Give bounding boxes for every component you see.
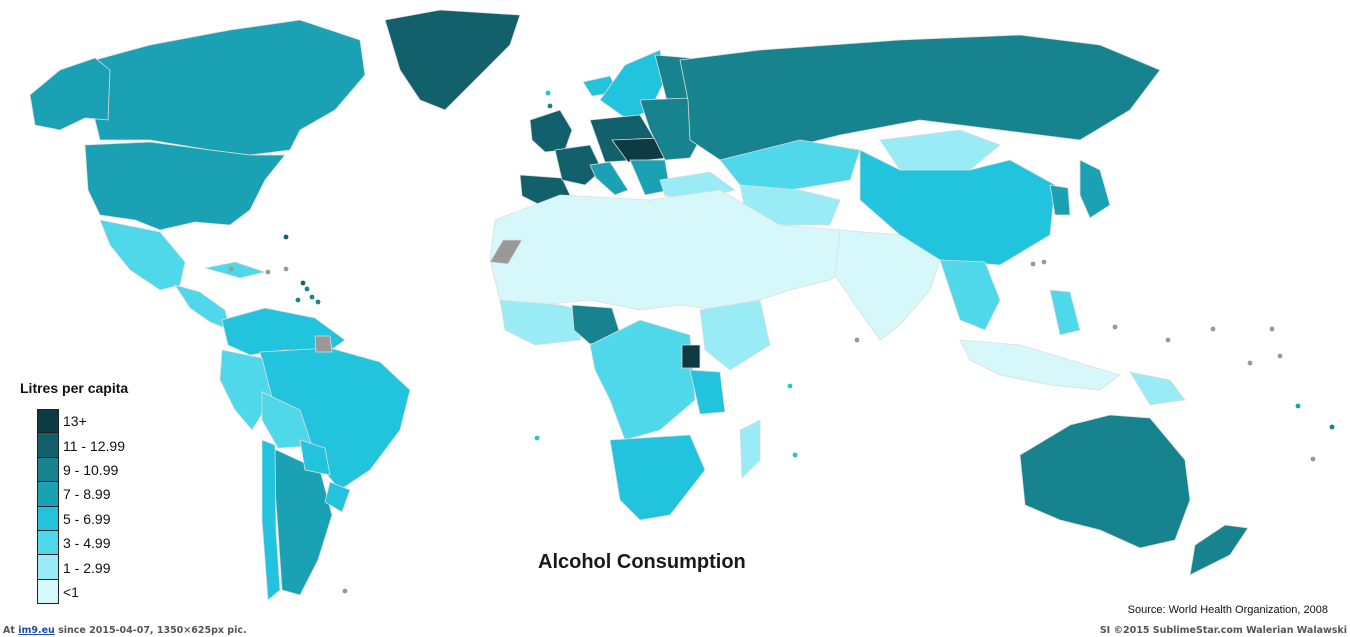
region-bolivia: [261, 391, 313, 449]
legend-label: 13+: [63, 413, 87, 430]
region-peru: [219, 349, 273, 431]
region-uk-ireland: [529, 109, 573, 153]
region-australia: [1019, 414, 1191, 549]
region-east-africa: [699, 299, 771, 371]
legend-label: 3 - 4.99: [63, 535, 111, 552]
region-mongolia: [879, 129, 1001, 171]
legend-item: 9 - 10.99: [37, 457, 125, 483]
map-title: Alcohol Consumption: [538, 551, 746, 573]
region-french-guiana: [314, 335, 333, 353]
island-marker: [534, 435, 540, 441]
legend-label: <1: [63, 583, 79, 600]
legend-item: 11 - 12.99: [37, 433, 126, 458]
source-note: Source: World Health Organization, 2008: [1127, 604, 1328, 616]
region-central-africa: [589, 319, 696, 441]
legend-item: 3 - 4.99: [37, 530, 125, 556]
page-footer: At im9.eu since 2015-04-07, 1350×625px p…: [0, 625, 1350, 637]
legend-label: 1 - 2.99: [63, 559, 111, 576]
region-philippines: [1049, 289, 1081, 336]
island-marker: [309, 294, 315, 300]
legend-item: 13+: [37, 409, 125, 434]
region-new-zealand: [1189, 524, 1249, 576]
island-marker: [342, 588, 348, 594]
island-marker: [545, 90, 551, 96]
legend-swatch: [37, 482, 59, 507]
legend-swatch: [37, 555, 59, 580]
island-marker: [295, 297, 301, 303]
region-southeast-asia: [939, 259, 1001, 331]
island-marker: [1030, 261, 1036, 267]
island-marker: [1247, 360, 1253, 366]
region-cuba: [204, 261, 267, 279]
legend-item: <1: [37, 579, 125, 605]
legend-label: 11 - 12.99: [63, 437, 126, 454]
region-italy: [589, 161, 629, 196]
region-west-africa: [499, 299, 591, 346]
island-marker: [547, 103, 553, 109]
region-mexico: [99, 219, 186, 291]
region-uruguay: [324, 481, 351, 513]
legend: 13+ 11 - 12.99 9 - 10.99 7 - 8.99 5 - 6.99 3 …: [37, 409, 126, 605]
island-marker: [283, 234, 289, 240]
island-marker: [1310, 456, 1316, 462]
region-india-region: [834, 229, 941, 341]
island-marker: [1329, 424, 1335, 430]
legend-title: Litres per capita: [20, 380, 129, 396]
island-marker: [1210, 326, 1216, 332]
footer-link[interactable]: im9.eu: [18, 625, 55, 636]
region-southern-africa: [609, 434, 706, 521]
island-marker: [1112, 324, 1118, 330]
legend-item: 5 - 6.99: [37, 506, 125, 531]
island-marker: [1277, 353, 1283, 359]
legend-label: 9 - 10.99: [63, 461, 119, 478]
country-regions: [29, 9, 1249, 601]
island-marker: [854, 337, 860, 343]
island-marker: [792, 452, 798, 458]
region-usa: [84, 141, 286, 231]
island-markers: [228, 90, 1335, 594]
region-greenland: [384, 9, 521, 111]
legend-label: 5 - 6.99: [63, 510, 111, 527]
island-marker: [300, 280, 306, 286]
region-canada: [94, 19, 366, 156]
legend-swatch: [37, 530, 59, 556]
island-marker: [315, 299, 321, 305]
legend-swatch: [37, 433, 59, 458]
region-france: [554, 144, 603, 186]
region-chile: [261, 439, 281, 601]
island-marker: [228, 266, 234, 272]
region-tanzania: [689, 369, 726, 415]
legend-swatch: [37, 506, 59, 531]
island-marker: [265, 269, 271, 275]
island-marker: [1165, 337, 1171, 343]
legend-swatch: [37, 579, 59, 605]
footer-left: At im9.eu since 2015-04-07, 1350×625px p…: [3, 625, 247, 636]
region-central-america: [174, 284, 231, 331]
island-marker: [787, 383, 793, 389]
region-japan: [1079, 159, 1111, 219]
legend-item: 7 - 8.99: [37, 482, 125, 507]
region-russia: [679, 34, 1161, 161]
region-papua-new-guinea: [1129, 371, 1186, 406]
region-alaska: [29, 57, 111, 131]
region-madagascar: [739, 419, 761, 479]
region-paraguay: [299, 439, 331, 476]
footer-credit: SI ©2015 SublimeStar.com Walerian Walaws…: [1099, 625, 1347, 636]
region-western-sahara: [489, 239, 523, 265]
region-uganda: [681, 344, 701, 369]
legend-swatch: [37, 457, 59, 483]
island-marker: [1041, 259, 1047, 265]
legend-swatch: [37, 409, 59, 434]
island-marker: [304, 286, 310, 292]
region-korea: [1049, 184, 1071, 216]
island-marker: [283, 266, 289, 272]
region-argentina: [271, 447, 333, 596]
island-marker: [1269, 326, 1275, 332]
legend-item: 1 - 2.99: [37, 555, 125, 580]
legend-label: 7 - 8.99: [63, 486, 111, 503]
region-china: [859, 149, 1056, 266]
region-indonesia: [959, 339, 1121, 391]
island-marker: [1295, 403, 1301, 409]
